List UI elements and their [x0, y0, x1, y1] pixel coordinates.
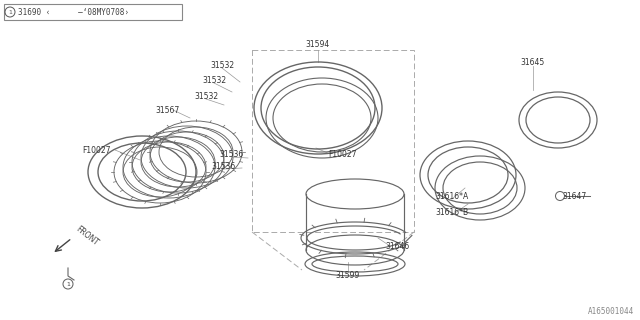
Text: 31599: 31599 [336, 270, 360, 279]
Text: 31616*A: 31616*A [435, 191, 468, 201]
Text: 31532: 31532 [210, 60, 234, 69]
Text: 31646: 31646 [386, 242, 410, 251]
Text: 31567: 31567 [156, 106, 180, 115]
Text: 31532: 31532 [202, 76, 226, 84]
Text: 31594: 31594 [306, 39, 330, 49]
Text: 31647: 31647 [563, 191, 587, 201]
Text: 1: 1 [66, 282, 70, 286]
Text: FRONT: FRONT [74, 224, 100, 248]
Text: 31532: 31532 [194, 92, 218, 100]
Text: F10027: F10027 [82, 146, 110, 155]
Text: 31645: 31645 [521, 58, 545, 67]
Text: 31616*B: 31616*B [435, 207, 468, 217]
Text: 1: 1 [8, 10, 12, 14]
Text: A165001044: A165001044 [588, 307, 634, 316]
Bar [252, 50, 414, 232]
FancyBboxPatch shape [4, 4, 182, 20]
Text: 31536: 31536 [220, 149, 244, 158]
Text: F10027: F10027 [328, 149, 356, 158]
Text: 31536: 31536 [212, 162, 236, 171]
Text: 31690 ‹      ‒‘08MY0708›: 31690 ‹ ‒‘08MY0708› [18, 7, 129, 17]
